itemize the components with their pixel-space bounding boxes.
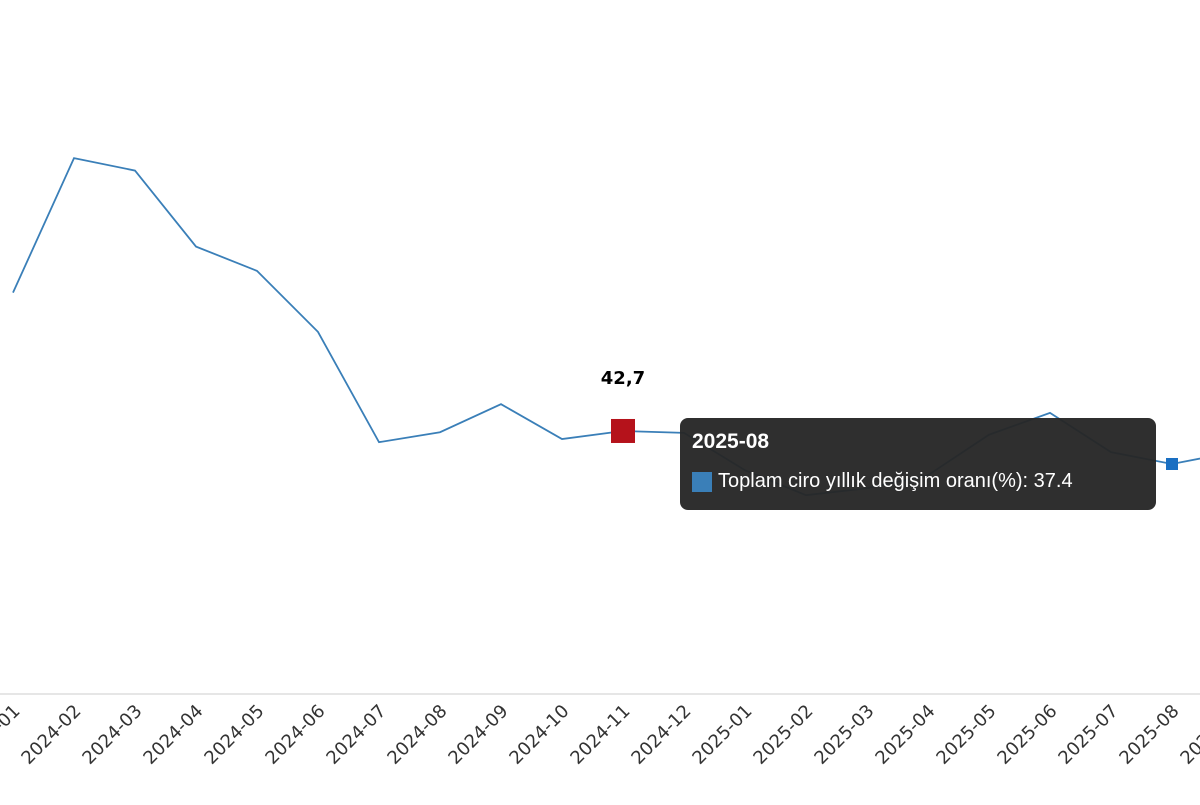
x-tick-label: 2024-11	[566, 701, 634, 769]
x-tick-label: 2025-09	[1176, 701, 1200, 769]
x-tick-label: 2025-07	[1054, 701, 1122, 769]
data-label: 42,7	[601, 368, 645, 389]
tooltip-series-name: Toplam ciro yıllık değişim oranı(%)	[718, 470, 1034, 493]
x-tick-label: 2024-12	[627, 701, 695, 769]
x-tick-label: 2025-01	[688, 701, 756, 769]
x-tick-label: 2024-06	[261, 701, 329, 769]
x-tick-label: 2025-06	[993, 701, 1061, 769]
highlight-marker	[611, 418, 635, 443]
x-tick-label: 2024-04	[139, 701, 207, 769]
x-tick-label: 2025-08	[1115, 701, 1183, 769]
tooltip-swatch	[692, 471, 712, 492]
x-tick-label: 2025-05	[932, 701, 1000, 769]
x-tick-label: 2024-09	[444, 701, 512, 769]
tooltip: 2025-08 Toplam ciro yıllık değişim oranı…	[680, 418, 1156, 510]
x-tick-label: 2024-02	[17, 701, 85, 769]
x-tick-label: 2024-03	[78, 701, 146, 769]
x-tick-label: 2024-07	[322, 701, 390, 769]
hover-marker	[1166, 457, 1178, 470]
x-tick-label: 2025-02	[749, 701, 817, 769]
tooltip-title: 2025-08	[692, 430, 770, 453]
x-tick-label: 2024-10	[505, 701, 573, 769]
tooltip-row: Toplam ciro yıllık değişim oranı(%) 37.4	[692, 470, 1144, 493]
tooltip-value: 37.4	[1033, 470, 1073, 492]
x-tick-label: 2025-03	[810, 701, 878, 769]
x-tick-label: 2024-08	[383, 701, 451, 769]
x-tick-label: 2025-04	[871, 701, 939, 769]
x-tick-label: 2024-05	[200, 701, 268, 769]
